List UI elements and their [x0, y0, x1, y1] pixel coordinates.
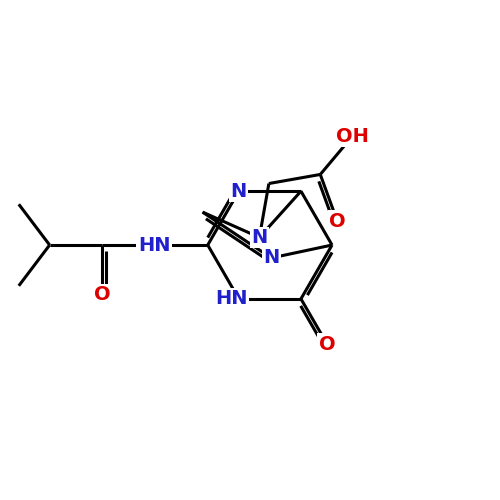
- Text: N: N: [263, 248, 280, 268]
- Text: O: O: [329, 212, 345, 231]
- Text: HN: HN: [215, 290, 248, 308]
- Text: O: O: [319, 334, 336, 353]
- Text: N: N: [230, 182, 247, 201]
- Text: OH: OH: [336, 127, 368, 146]
- Text: N: N: [252, 228, 268, 247]
- Text: HN: HN: [138, 236, 170, 255]
- Text: O: O: [94, 285, 110, 304]
